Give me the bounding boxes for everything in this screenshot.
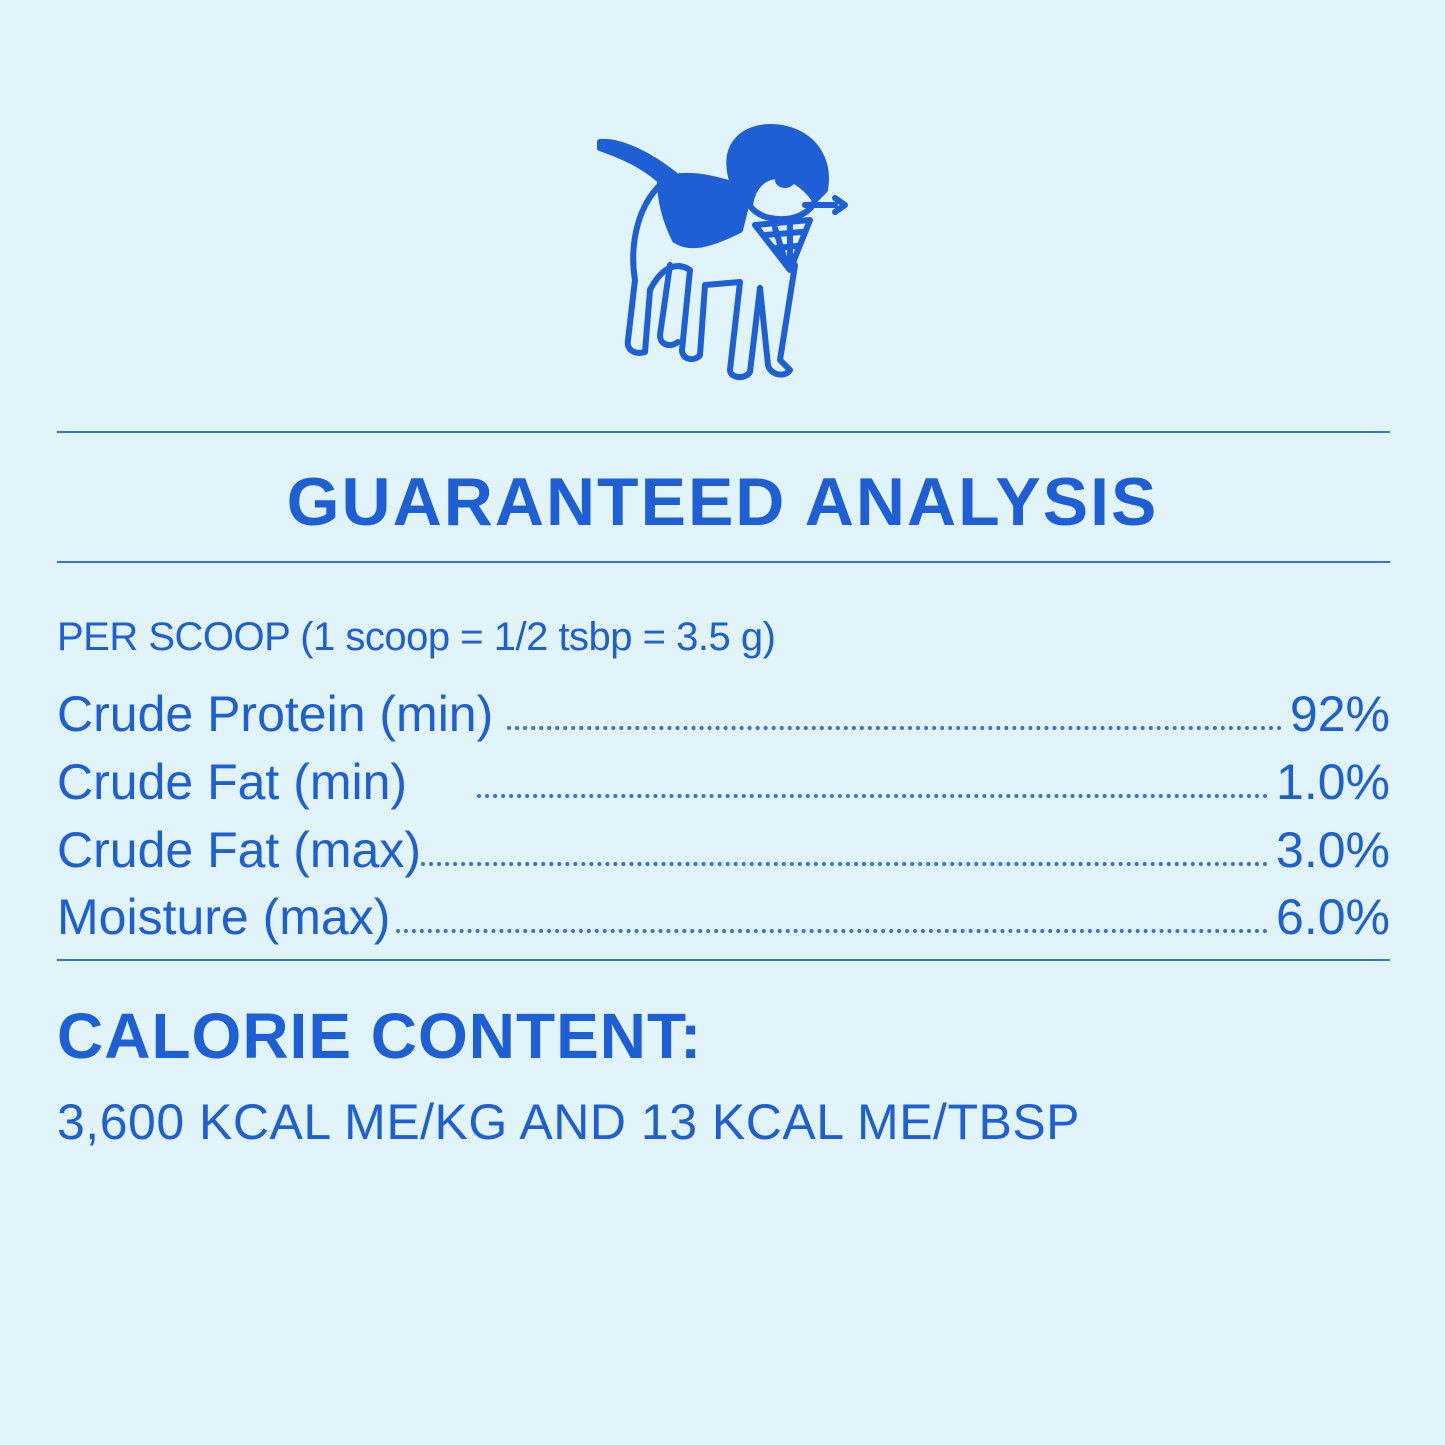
analysis-label: Crude Fat (max) xyxy=(57,822,421,878)
analysis-value: 3.0% xyxy=(1276,822,1390,878)
dotted-leader xyxy=(420,862,1269,866)
analysis-row: Moisture (max) 6.0% xyxy=(57,887,1390,947)
dotted-leader xyxy=(507,726,1282,730)
analysis-label: Crude Fat (min) xyxy=(57,754,408,810)
analysis-value: 1.0% xyxy=(1276,754,1390,810)
analysis-label: Moisture (max) xyxy=(57,889,391,945)
calorie-value: 3,600 KCAL ME/KG AND 13 KCAL ME/TBSP xyxy=(57,1094,1081,1150)
analysis-row: Crude Fat (min) 1.0% xyxy=(57,752,1390,812)
analysis-value: 92% xyxy=(1289,686,1390,742)
analysis-value: 6.0% xyxy=(1276,889,1390,945)
page-title: GUARANTEED ANALYSIS xyxy=(286,464,1159,540)
serving-size-label: PER SCOOP (1 scoop = 1/2 tsbp = 3.5 g) xyxy=(57,615,776,659)
analysis-row: Crude Fat (max) 3.0% xyxy=(57,820,1390,880)
analysis-divider xyxy=(57,959,1390,961)
analysis-row: Crude Protein (min) 92% xyxy=(57,684,1390,744)
top-divider xyxy=(57,431,1390,433)
dotted-leader xyxy=(477,794,1269,798)
dotted-leader xyxy=(396,929,1269,933)
dog-illustration-icon xyxy=(597,124,848,380)
title-divider xyxy=(57,561,1390,563)
calorie-heading: CALORIE CONTENT: xyxy=(57,1000,703,1072)
analysis-label: Crude Protein (min) xyxy=(57,686,494,742)
